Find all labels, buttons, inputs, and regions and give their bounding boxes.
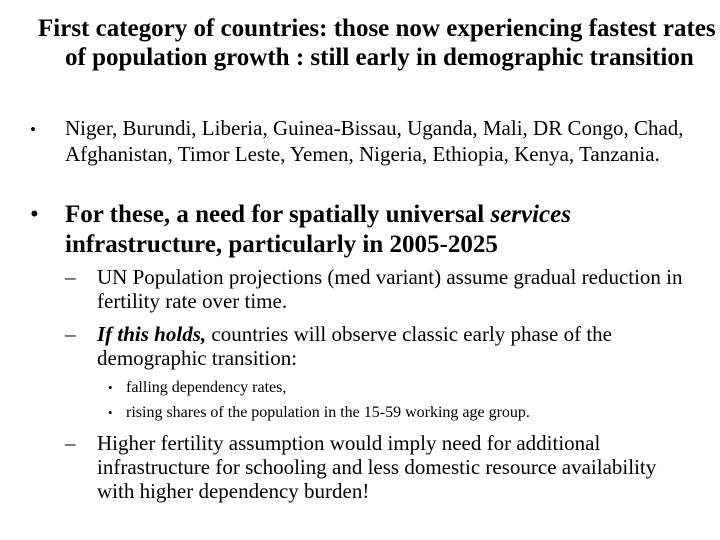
infrastructure-text-italic: services [490,201,571,228]
if-holds-emphasis: If this holds, [97,322,207,346]
working-age-text: rising shares of the population in the 1… [126,404,530,421]
sub-bullet-if-holds: – If this holds, countries will observe c… [65,322,697,370]
bullet-marker: • [30,201,39,228]
if-holds-text: countries will observe classic early pha… [97,322,612,370]
slide-heading: First category of countries: those now e… [38,15,716,71]
bullet-marker: • [108,380,113,395]
dash-marker: – [65,265,76,289]
bullet-marker: • [108,405,113,420]
dash-marker: – [65,322,76,346]
bullet-infrastructure-need: • For these, a need for spatially univers… [30,200,715,260]
sub-bullet-projections: – UN Population projections (med variant)… [65,265,697,313]
dash-marker: – [65,431,76,455]
sub-sub-bullet-working-age: • rising shares of the population in the … [108,403,686,423]
bullet-country-list: • Niger, Burundi, Liberia, Guinea-Bissau,… [30,116,705,166]
sub-bullet-higher-fertility: – Higher fertility assumption would imply… [65,431,697,503]
bullet-marker: • [30,120,36,139]
country-list-text: Niger, Burundi, Liberia, Guinea-Bissau, … [65,116,684,166]
higher-fertility-text: Higher fertility assumption would imply … [97,431,657,503]
dependency-text: falling dependency rates, [126,379,287,396]
sub-sub-bullet-dependency: • falling dependency rates, [108,378,686,398]
infrastructure-text-part2: infrastructure, particularly in 2005-202… [65,231,498,258]
projections-text: UN Population projections (med variant) … [97,265,683,313]
infrastructure-text-part1: For these, a need for spatially universa… [65,201,491,228]
